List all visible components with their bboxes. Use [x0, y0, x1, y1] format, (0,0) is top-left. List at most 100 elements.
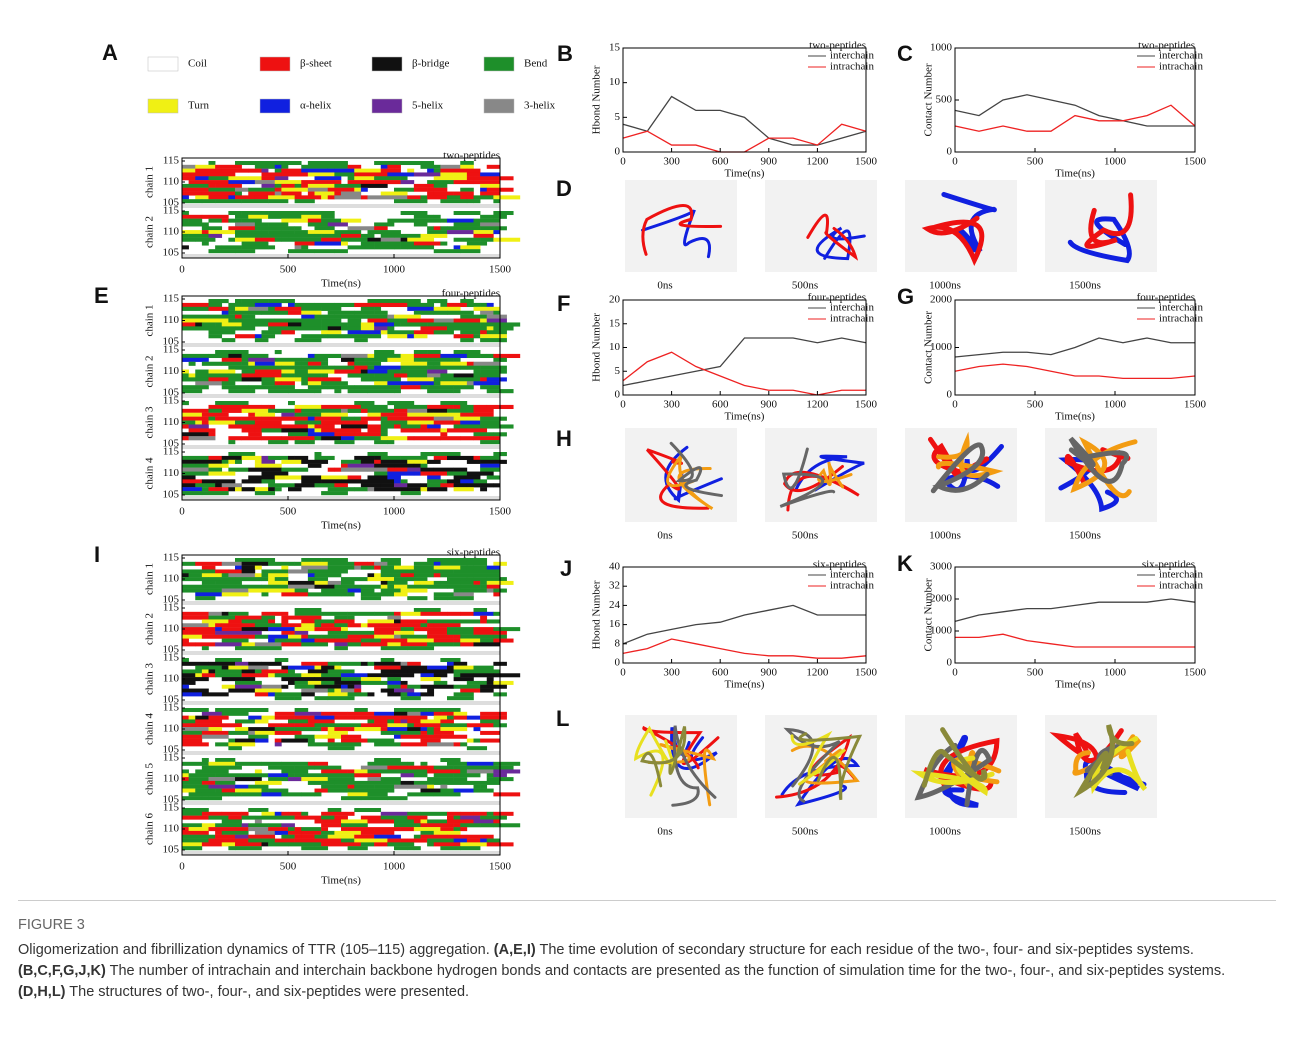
dssp-cell	[281, 665, 289, 670]
dssp-cell	[354, 326, 362, 331]
dssp-cell	[274, 738, 282, 743]
dssp-cell	[221, 455, 242, 461]
dssp-cell	[314, 176, 342, 181]
dssp-cell	[480, 416, 507, 421]
dssp-cell	[254, 369, 282, 374]
dssp-cell	[208, 580, 216, 585]
dssp-cell	[228, 226, 256, 231]
dssp-cell	[466, 195, 474, 200]
dssp-cell	[374, 827, 401, 832]
dssp-cell	[354, 318, 362, 323]
dssp-cell	[440, 381, 468, 386]
dssp-cell	[182, 830, 209, 835]
dssp-cell	[261, 773, 269, 778]
dssp-cell	[407, 483, 421, 488]
dssp-cell	[221, 361, 242, 366]
dssp-cell	[301, 310, 322, 315]
dssp-cell	[274, 302, 282, 308]
dssp-cell	[201, 823, 216, 828]
dssp-cell	[274, 838, 295, 843]
dssp-cell	[261, 792, 282, 797]
dssp-cell	[182, 827, 189, 832]
dssp-cell	[307, 608, 315, 613]
dssp-cell	[394, 708, 408, 713]
chain-label: chain 2	[144, 216, 156, 248]
dssp-cell	[466, 834, 494, 839]
dssp-cell	[473, 361, 501, 366]
dssp-cell	[466, 769, 494, 774]
dssp-cell	[241, 373, 256, 378]
dssp-cell	[334, 665, 342, 670]
dssp-cell	[208, 191, 236, 196]
dssp-cell	[466, 322, 481, 327]
dssp-cell	[182, 573, 189, 578]
dssp-cell	[394, 233, 421, 238]
dssp-cell	[307, 385, 329, 390]
dssp-cell	[360, 677, 382, 682]
dssp-cell	[294, 436, 315, 441]
dssp-cell	[367, 452, 388, 457]
dssp-cell	[394, 199, 421, 204]
dssp-cell	[254, 738, 269, 743]
dssp-cell	[374, 665, 401, 670]
dssp-cell	[480, 369, 507, 374]
dssp-cell	[354, 727, 382, 732]
dssp-cell	[387, 385, 401, 390]
dssp-cell	[235, 615, 262, 620]
dssp-cell	[182, 688, 209, 693]
dssp-cell	[453, 357, 461, 362]
dssp-cell	[400, 180, 415, 185]
snapshot-label: 0ns	[657, 826, 672, 838]
dssp-cell	[420, 819, 428, 824]
dssp-cell	[327, 834, 355, 839]
dssp-cell	[182, 834, 209, 839]
dssp-cell	[215, 780, 223, 785]
dssp-cell	[480, 715, 507, 720]
dssp-cell	[420, 684, 435, 689]
dssp-cell	[235, 765, 242, 770]
dssp-cell	[360, 408, 368, 413]
dssp-cell	[394, 634, 401, 639]
dssp-cell	[427, 404, 454, 410]
dssp-cell	[420, 623, 428, 628]
dssp-cell	[394, 373, 408, 378]
dssp-cell	[341, 677, 362, 682]
dssp-cell	[314, 580, 329, 585]
dssp-cell	[261, 611, 289, 616]
dssp-cell	[281, 834, 295, 839]
dssp-cell	[380, 815, 388, 820]
dssp-cell	[314, 452, 322, 457]
dssp-cell	[195, 708, 209, 713]
dssp-cell	[327, 561, 355, 566]
dssp-cell	[480, 584, 488, 589]
dssp-cell	[321, 558, 348, 563]
dssp-cell	[440, 619, 461, 624]
caption: FIGURE 3 Oligomerization and fibrillizat…	[18, 900, 1276, 1003]
dssp-cell	[327, 467, 335, 472]
dssp-cell	[261, 684, 282, 689]
y-tick-label: 0	[947, 389, 953, 401]
dssp-cell	[248, 727, 276, 732]
dssp-cell	[387, 584, 395, 589]
dssp-cell	[235, 191, 242, 196]
dssp-cell	[360, 723, 382, 728]
y-tick-label: 115	[163, 205, 180, 217]
y-tick-label: 1000	[930, 341, 953, 353]
dssp-cell	[327, 746, 355, 751]
dssp-cell	[460, 688, 481, 693]
dssp-cell	[394, 463, 415, 468]
dssp-cell	[268, 619, 276, 624]
dssp-cell	[182, 222, 209, 227]
dssp-cell	[387, 416, 408, 421]
dssp-cell	[440, 401, 468, 406]
dssp-cell	[281, 565, 289, 570]
dssp-cell	[274, 361, 295, 366]
dssp-cell	[182, 730, 203, 735]
legend-label: Turn	[188, 100, 209, 112]
dssp-cell	[201, 811, 223, 816]
dssp-cell	[261, 420, 282, 425]
dssp-cell	[248, 834, 276, 839]
dssp-cell	[407, 815, 428, 820]
dssp-cell	[294, 440, 309, 445]
